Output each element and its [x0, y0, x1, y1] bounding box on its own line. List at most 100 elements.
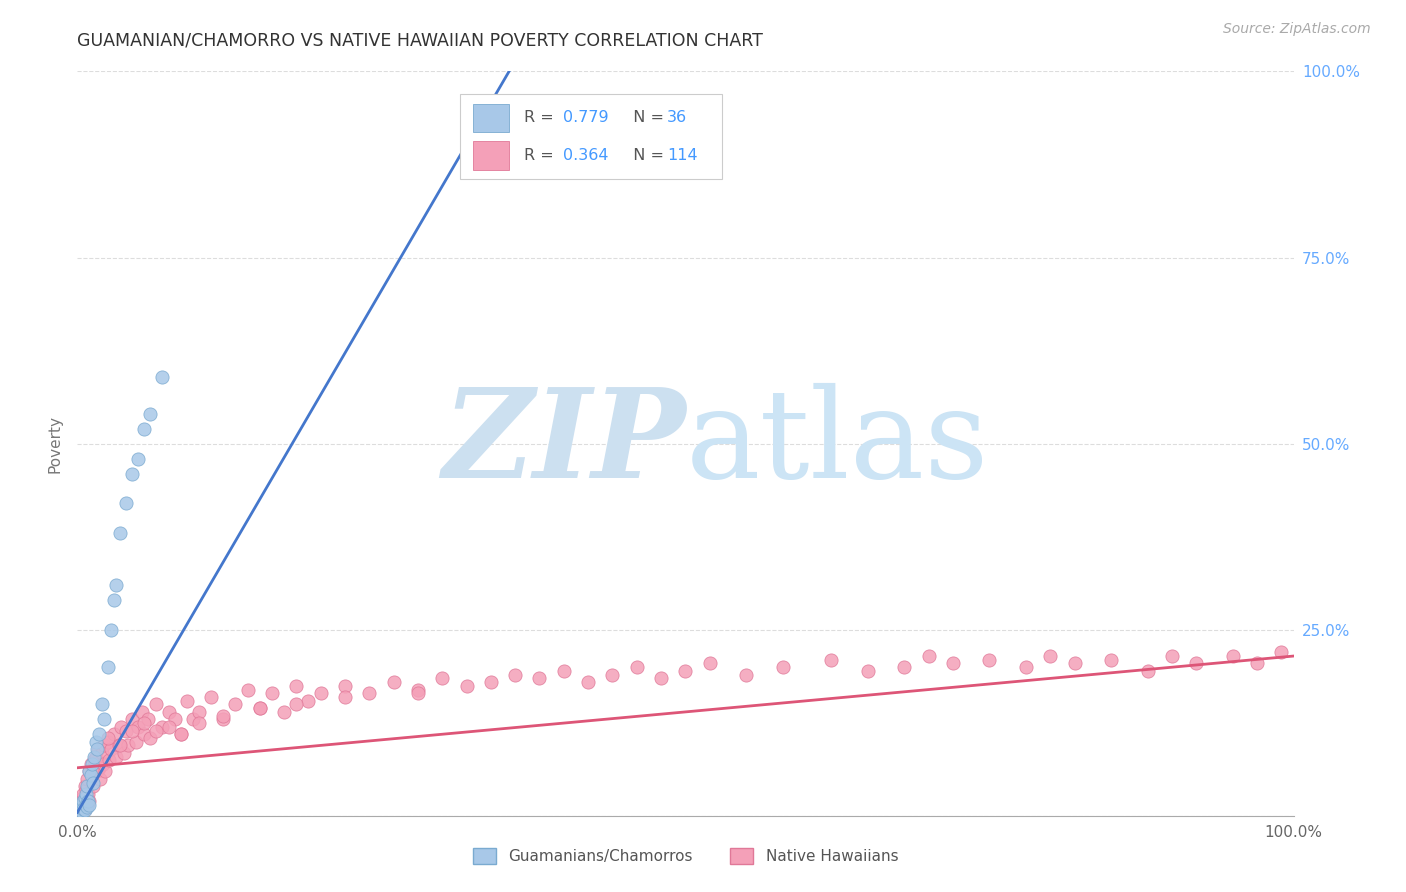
- Point: [382, 675, 405, 690]
- Point: [145, 723, 167, 738]
- Point: [108, 739, 131, 753]
- Point: [285, 679, 308, 693]
- Point: [430, 672, 453, 686]
- Point: [76, 797, 98, 812]
- Point: [75, 797, 97, 812]
- Point: [188, 716, 211, 731]
- Point: [105, 578, 128, 592]
- Point: [333, 690, 356, 704]
- Point: [108, 526, 131, 541]
- Text: 36: 36: [668, 111, 688, 125]
- Point: [79, 794, 101, 808]
- Point: [127, 720, 149, 734]
- Point: [100, 623, 122, 637]
- Point: [333, 679, 356, 693]
- Point: [94, 764, 117, 779]
- Text: 0.364: 0.364: [562, 148, 607, 163]
- Point: [157, 705, 180, 719]
- Point: [650, 672, 672, 686]
- Point: [117, 739, 139, 753]
- Point: [152, 720, 174, 734]
- Point: [70, 790, 93, 805]
- Point: [772, 660, 794, 674]
- Point: [97, 753, 120, 767]
- Point: [75, 783, 97, 797]
- Point: [1246, 657, 1268, 671]
- Point: [80, 768, 103, 782]
- Text: N =: N =: [623, 111, 669, 125]
- Text: 0.779: 0.779: [562, 111, 609, 125]
- Point: [72, 787, 94, 801]
- Point: [84, 735, 107, 749]
- Point: [82, 780, 104, 794]
- Point: [76, 780, 98, 794]
- Point: [1136, 664, 1159, 678]
- Point: [82, 775, 104, 789]
- Point: [86, 742, 108, 756]
- Point: [406, 686, 429, 700]
- Point: [979, 653, 1001, 667]
- Point: [249, 701, 271, 715]
- Point: [70, 803, 93, 817]
- Point: [163, 712, 186, 726]
- Point: [139, 731, 162, 745]
- Point: [602, 667, 624, 681]
- Point: [79, 764, 101, 779]
- Point: [73, 803, 96, 817]
- Point: [145, 698, 167, 712]
- Text: 114: 114: [668, 148, 697, 163]
- Point: [1185, 657, 1208, 671]
- Point: [69, 802, 91, 816]
- Point: [70, 800, 93, 814]
- Point: [97, 731, 120, 745]
- Point: [200, 690, 222, 704]
- Point: [699, 657, 721, 671]
- Text: Source: ZipAtlas.com: Source: ZipAtlas.com: [1223, 22, 1371, 37]
- Point: [273, 705, 295, 719]
- Text: atlas: atlas: [686, 384, 988, 504]
- Point: [110, 720, 132, 734]
- Point: [893, 660, 915, 674]
- Y-axis label: Poverty: Poverty: [46, 415, 62, 473]
- Point: [1161, 648, 1184, 663]
- Point: [107, 739, 129, 753]
- Point: [115, 723, 138, 738]
- Point: [97, 735, 120, 749]
- Point: [75, 787, 97, 801]
- Point: [1222, 648, 1244, 663]
- Point: [121, 712, 143, 726]
- Point: [503, 667, 526, 681]
- Point: [134, 727, 156, 741]
- Point: [77, 794, 100, 808]
- Point: [121, 723, 143, 738]
- Point: [1099, 653, 1122, 667]
- Point: [76, 772, 98, 786]
- Point: [152, 369, 174, 384]
- Point: [125, 735, 148, 749]
- Text: GUAMANIAN/CHAMORRO VS NATIVE HAWAIIAN POVERTY CORRELATION CHART: GUAMANIAN/CHAMORRO VS NATIVE HAWAIIAN PO…: [77, 31, 763, 49]
- Point: [918, 648, 941, 663]
- Bar: [472, 103, 509, 132]
- Point: [84, 749, 107, 764]
- Point: [212, 708, 235, 723]
- Point: [134, 422, 156, 436]
- Point: [86, 764, 108, 779]
- Point: [576, 675, 599, 690]
- Point: [529, 672, 551, 686]
- Bar: [472, 141, 509, 169]
- Point: [176, 694, 198, 708]
- Point: [105, 749, 128, 764]
- Text: ZIP: ZIP: [441, 383, 686, 505]
- Text: N =: N =: [623, 148, 669, 163]
- Point: [72, 794, 94, 808]
- Point: [70, 802, 93, 816]
- Point: [89, 772, 111, 786]
- Point: [1063, 657, 1085, 671]
- Point: [188, 705, 211, 719]
- Point: [181, 712, 204, 726]
- Point: [1015, 660, 1038, 674]
- Point: [93, 712, 115, 726]
- Text: R =: R =: [523, 111, 558, 125]
- Point: [170, 727, 193, 741]
- Point: [675, 664, 697, 678]
